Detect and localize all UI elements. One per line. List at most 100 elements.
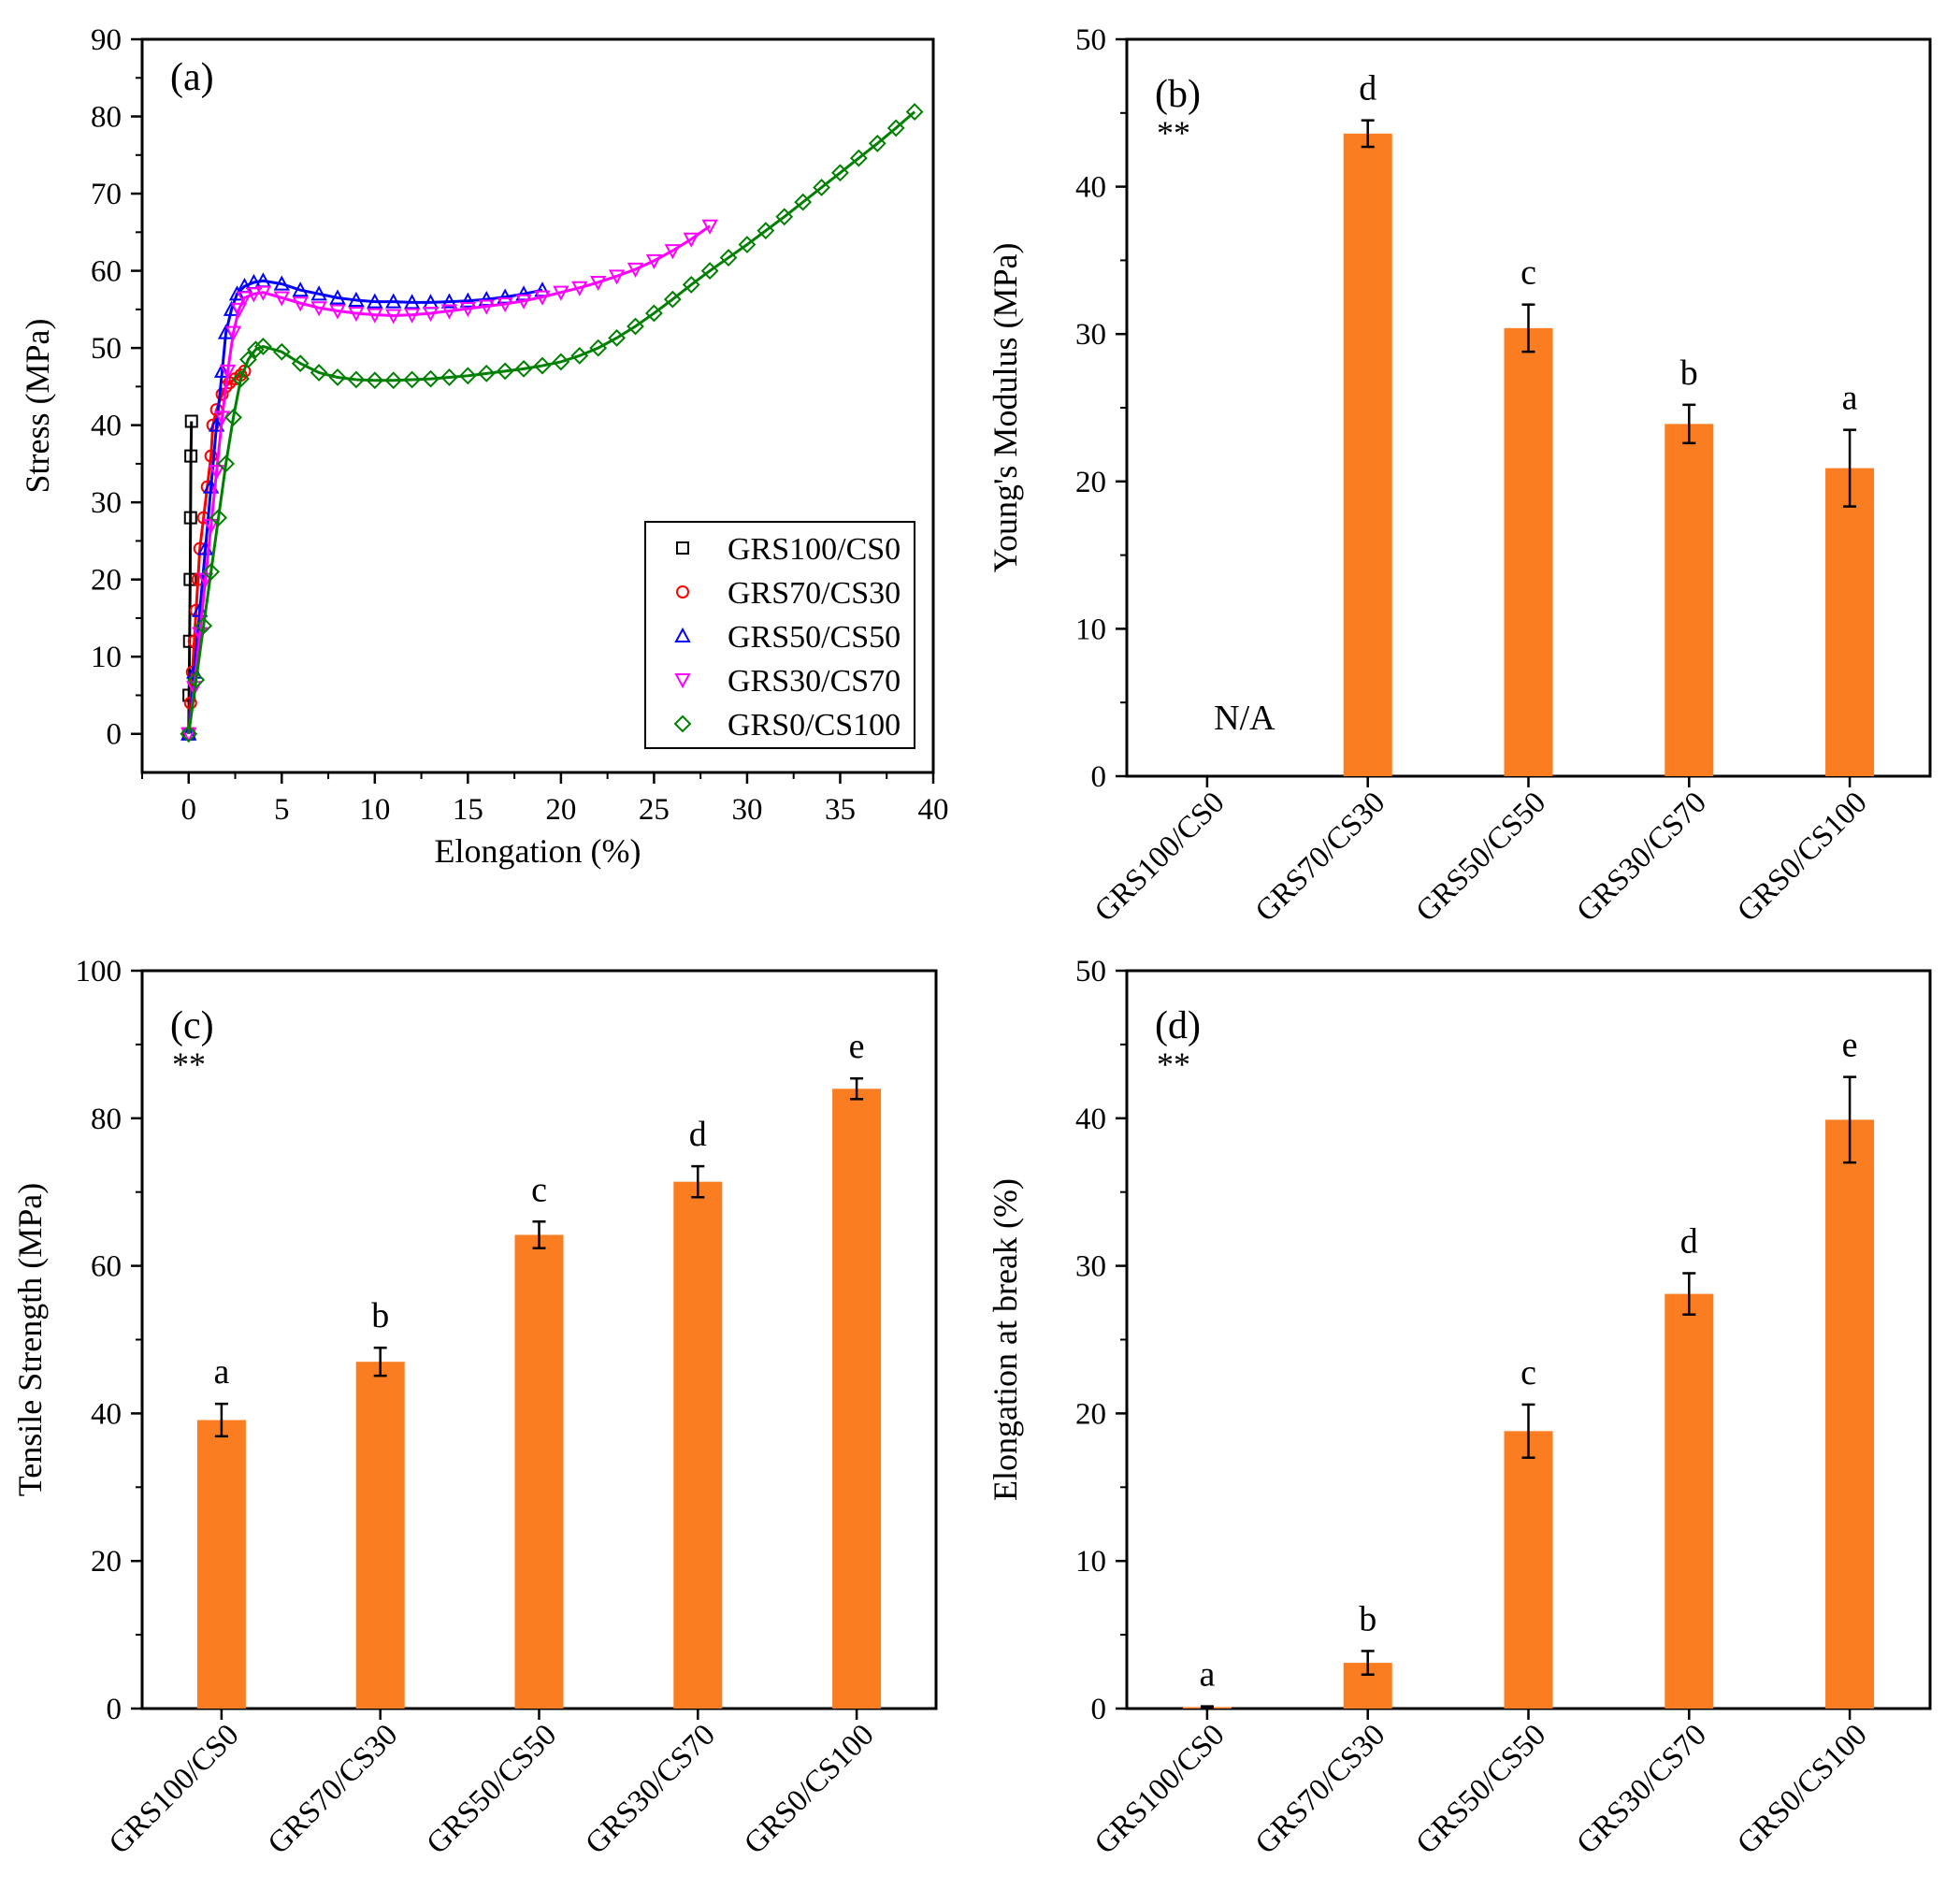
significance-letter: c [1520,253,1536,293]
data-point [422,306,440,323]
data-point [224,408,242,426]
data-point [813,179,830,196]
significance-letter: d [689,1115,707,1154]
data-point [478,299,495,315]
series-line [187,110,916,734]
x-tick-label: 15 [453,793,483,827]
data-point [209,509,228,527]
data-point [228,285,246,301]
bar [355,1362,405,1709]
x-category-label: GRS100/CS0 [103,1718,246,1861]
significance-letter: e [849,1027,865,1066]
data-point [775,208,794,226]
data-point [886,119,905,137]
significance-letter: c [1520,1353,1536,1392]
data-point [589,339,608,357]
x-tick-label: 5 [274,793,290,827]
y-tick-label: 10 [91,641,122,674]
x-category-label: GRS50/CS50 [421,1718,564,1861]
data-point [224,325,242,341]
data-point [367,293,383,309]
series-grs30-cs70 [180,219,718,743]
x-category-label: GRS100/CS0 [1088,786,1232,929]
bar [1665,1293,1714,1709]
data-point [590,275,607,292]
data-point [553,285,569,301]
data-point [868,134,886,152]
data-point [738,236,757,253]
data-point [905,103,924,121]
data-point [534,290,551,306]
y-tick-label: 0 [107,1693,122,1726]
y-tick-label: 60 [91,1250,122,1284]
data-point [701,219,718,235]
data-point [253,338,272,355]
x-category-label: GRS50/CS50 [1410,1718,1553,1861]
data-point [664,244,681,260]
legend-marker [676,541,689,555]
legend-box [644,521,915,749]
data-point [533,356,552,375]
data-point [329,289,346,305]
significance-letter: d [1680,1221,1698,1261]
y-tick-label: 50 [1075,23,1106,57]
significance-letter: e [1842,1026,1858,1065]
data-point [608,269,626,285]
data-point [187,671,206,689]
data-point [366,371,384,390]
x-category-label: GRS0/CS100 [738,1718,881,1861]
y-tick-label: 0 [107,718,122,752]
y-tick-label: 50 [1075,955,1106,988]
data-point [515,294,532,310]
legend-label: GRS100/CS0 [728,532,901,567]
bar [196,1420,246,1709]
data-point [247,340,265,359]
panel-label: (b) [1155,73,1201,116]
data-point [367,308,383,324]
x-tick-label: 10 [359,793,390,827]
panel-label: (d) [1155,1004,1201,1047]
y-tick-label: 10 [1075,1545,1106,1579]
bar [673,1181,723,1709]
x-tick-label: 35 [825,793,856,827]
data-point [477,364,496,382]
data-point [204,449,218,463]
y-axis-title: Young's Modulus (MPa) [987,243,1024,573]
panel-c: 0 20 40 60 80 100 Tensile Strength (MPa) (c)** G… [11,955,938,1861]
data-point [291,354,310,373]
y-tick-label: 0 [1091,1693,1107,1726]
data-point [184,414,198,428]
legend-marker [673,714,692,733]
data-point [239,351,257,368]
bar [832,1089,882,1709]
data-point [496,362,514,381]
data-point [219,364,237,380]
panel-d: 0 10 20 30 40 50 Elongation at break (%) (d)** G… [987,955,1932,1861]
x-category-label: GRS70/CS30 [1249,786,1392,929]
data-point [329,304,346,320]
significance-letter: b [371,1296,389,1335]
data-point [384,371,403,390]
data-point [348,291,365,307]
series-grs100-cs0 [181,414,198,741]
data-point [682,276,700,294]
x-category-label: GRS70/CS30 [1249,1718,1392,1861]
series-line [187,421,194,734]
panel-b: 0 10 20 30 40 50 Young's Modulus (MPa) (b)** GRS… [987,23,1932,929]
legend-label: GRS0/CS100 [728,708,901,743]
significance-letter: d [1359,69,1376,108]
bar [514,1234,564,1709]
legend-marker [674,673,691,689]
data-point [213,362,231,378]
series-line [187,224,711,734]
data-point [645,253,663,269]
data-point [230,302,248,318]
data-point [208,465,225,481]
y-tick-label: 80 [91,1103,122,1136]
data-point [385,293,402,309]
x-tick-label: 25 [639,793,670,827]
y-tick-label: 40 [91,410,122,443]
y-tick-label: 40 [1075,171,1106,205]
y-tick-label: 70 [91,178,122,211]
